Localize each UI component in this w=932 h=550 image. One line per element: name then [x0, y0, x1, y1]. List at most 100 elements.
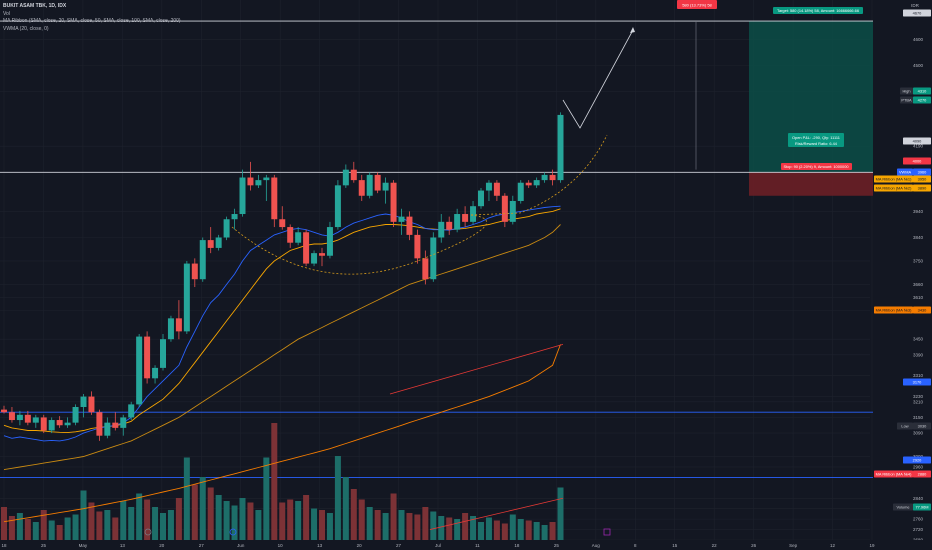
price-badge-bg: [903, 378, 931, 386]
ma-ribbon-3-line: [3, 344, 561, 523]
volume-bar: [342, 477, 349, 540]
vwma-legend: VWMA (20, close, 0): [3, 25, 49, 32]
x-tick-label: 25: [41, 543, 47, 548]
y-tick-label: 3090: [913, 431, 924, 436]
volume-bar: [167, 510, 174, 540]
ma-ribbon-legend: MA Ribbon (SMA, close, 20, SMA, close, 5…: [3, 18, 181, 24]
volume-bar: [517, 519, 524, 540]
candle-body: [223, 219, 230, 238]
volume-bar: [144, 499, 151, 540]
price-badge-text: 3170: [913, 380, 922, 385]
candle-body: [183, 263, 190, 332]
candle-body: [167, 318, 174, 340]
volume-bar: [247, 502, 254, 540]
candle-body: [64, 422, 71, 426]
candle-body: [438, 221, 445, 238]
volume-bar: [462, 513, 469, 540]
volume-bar: [136, 493, 143, 540]
x-tick-label: 20: [357, 543, 363, 548]
candle-body: [390, 182, 397, 222]
volume-bar: [64, 517, 71, 540]
candle-body: [462, 214, 469, 222]
candle-body: [485, 182, 492, 191]
volume-bar: [478, 522, 484, 540]
candle-body: [509, 200, 516, 222]
candle-body: [120, 417, 127, 428]
candles: [1, 112, 564, 441]
candle-body: [263, 177, 270, 181]
candle-body: [311, 253, 318, 264]
x-tick-label: 25: [554, 543, 560, 548]
volume-bar: [223, 501, 230, 540]
top-badge-text: 580 (13.73%) 58: [682, 3, 712, 8]
candle-body: [160, 339, 166, 368]
price-badge-bg: [913, 96, 931, 104]
x-tick-label: 27: [199, 543, 205, 548]
candle-body: [279, 219, 286, 228]
time-axis-bg: [0, 540, 932, 550]
price-badge-text: High: [902, 89, 910, 94]
price-badge-bg: [874, 306, 913, 314]
volume-bar: [255, 510, 262, 540]
volume-bar: [175, 498, 182, 540]
price-badge-bg: [893, 503, 913, 511]
dividend-marker: [144, 528, 152, 536]
volume-bar: [430, 511, 437, 540]
volume-bar: [183, 457, 190, 540]
volume-trend-line: [429, 497, 564, 530]
candle-body: [350, 169, 357, 181]
candle-body: [207, 240, 214, 248]
candle-body: [8, 412, 15, 421]
stop-zone: [749, 172, 882, 196]
projection-path: [562, 29, 634, 129]
volume-bar: [549, 522, 556, 540]
volume-bar: [493, 520, 500, 540]
volume-bar: [470, 516, 477, 540]
x-tick-label: 18: [1, 543, 7, 548]
volume-bar: [303, 495, 310, 540]
volume-bar: [80, 490, 87, 540]
volume-bar: [311, 508, 318, 540]
price-badge-bg: [874, 470, 913, 478]
candle-body: [231, 214, 238, 220]
candle-body: [398, 216, 405, 222]
price-badge-text: 2920: [913, 458, 922, 463]
price-badge-bg: [913, 168, 931, 176]
volume-bar: [382, 513, 389, 540]
x-tick-label: Aug: [592, 543, 601, 548]
target-label: Target: 580 (14.18%) 58, Amount: 1666666…: [777, 8, 859, 13]
candle-body: [374, 174, 381, 191]
y-tick-label: 3660: [913, 282, 924, 287]
candle-body: [48, 420, 55, 431]
candle-body: [287, 227, 294, 243]
price-badge-text: 4310: [918, 89, 927, 94]
candle-body: [326, 227, 333, 256]
volume-bar: [454, 519, 461, 540]
volume-bar: [501, 523, 508, 540]
candle-body: [255, 180, 262, 186]
price-badge-text: VWMA: [899, 170, 912, 175]
volume-bar: [40, 510, 47, 540]
price-badge-text: 3430: [918, 308, 927, 313]
position-labels: Target: 580 (14.18%) 58, Amount: 1666666…: [773, 7, 863, 170]
volume-bar: [295, 501, 302, 540]
candle-body: [430, 237, 437, 280]
y-tick-label: 3610: [913, 295, 924, 300]
price-badge-text: 3950: [918, 177, 927, 182]
candle-body: [199, 240, 206, 280]
volume-bar: [271, 423, 278, 540]
volume-bar: [16, 513, 23, 540]
volume-legend: Vol: [3, 10, 10, 17]
volume-bar: [287, 499, 294, 540]
candle-body: [128, 404, 135, 418]
volume-bar: [414, 514, 421, 540]
y-tick-label: 3230: [913, 394, 924, 399]
price-badge-bg: [900, 96, 913, 104]
candle-body: [112, 422, 119, 428]
x-tick-label: 26: [751, 543, 757, 548]
candle-body: [557, 114, 564, 181]
candle-body: [32, 417, 39, 423]
volume-bar: [32, 522, 39, 540]
candle-body: [144, 336, 151, 379]
